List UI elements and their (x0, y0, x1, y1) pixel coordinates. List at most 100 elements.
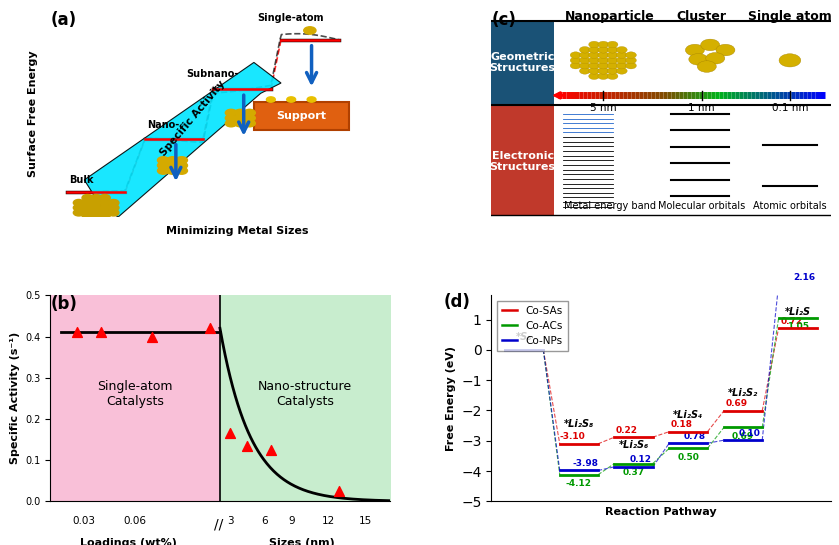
Circle shape (626, 52, 637, 58)
Text: Nanoparticle: Nanoparticle (565, 10, 655, 22)
Text: 0.50: 0.50 (677, 452, 699, 462)
Text: Sizes (nm): Sizes (nm) (268, 538, 334, 545)
Point (332, 487, 346, 495)
Text: 1 nm: 1 nm (688, 102, 715, 113)
Text: Subnano-: Subnano- (186, 69, 238, 79)
Circle shape (176, 157, 187, 164)
Text: 3: 3 (227, 516, 233, 526)
Circle shape (244, 114, 255, 122)
Text: Nano-: Nano- (147, 120, 180, 130)
Bar (492, 21, 554, 105)
Text: *Li₂S₆: *Li₂S₆ (618, 440, 649, 450)
Circle shape (598, 46, 609, 53)
Circle shape (607, 68, 618, 74)
Text: (b): (b) (50, 295, 77, 313)
Text: -3.10: -3.10 (560, 432, 586, 441)
Text: //: // (214, 518, 223, 532)
Text: Support: Support (276, 111, 326, 121)
Circle shape (617, 62, 628, 69)
Circle shape (607, 57, 618, 64)
Circle shape (580, 46, 591, 53)
Text: *Li₂S₈: *Li₂S₈ (564, 419, 594, 429)
Circle shape (571, 52, 581, 58)
Text: 0.03: 0.03 (73, 516, 96, 526)
Circle shape (108, 209, 119, 216)
Circle shape (235, 120, 246, 127)
Text: Single-atom: Single-atom (258, 13, 324, 23)
X-axis label: Reaction Pathway: Reaction Pathway (605, 507, 717, 517)
Text: Specific Activity: Specific Activity (159, 78, 227, 158)
Circle shape (607, 62, 618, 69)
Circle shape (617, 57, 628, 64)
Circle shape (158, 167, 169, 174)
Circle shape (589, 46, 600, 53)
Point (203, 324, 216, 332)
Circle shape (706, 52, 725, 64)
Text: 0.69: 0.69 (732, 432, 754, 441)
Bar (492, 105, 554, 215)
Point (95, 328, 108, 337)
Circle shape (617, 52, 628, 58)
Y-axis label: Specific Activity (s⁻¹): Specific Activity (s⁻¹) (10, 332, 19, 464)
Circle shape (82, 209, 93, 216)
Circle shape (226, 114, 237, 122)
Circle shape (607, 52, 618, 58)
Circle shape (716, 44, 735, 56)
Circle shape (167, 162, 178, 169)
Circle shape (580, 52, 591, 58)
Circle shape (73, 199, 84, 206)
Circle shape (99, 199, 110, 206)
Circle shape (82, 199, 93, 206)
Text: Nano-structure
Catalysts: Nano-structure Catalysts (258, 380, 352, 408)
Circle shape (108, 199, 119, 206)
Circle shape (617, 46, 628, 53)
Circle shape (589, 41, 600, 48)
Circle shape (99, 204, 110, 211)
Text: Bulk: Bulk (69, 175, 93, 185)
Text: 2.16: 2.16 (794, 273, 816, 282)
Circle shape (91, 195, 102, 201)
Circle shape (598, 41, 609, 48)
Circle shape (626, 62, 637, 69)
Circle shape (244, 120, 255, 127)
Circle shape (589, 57, 600, 64)
Circle shape (235, 110, 246, 116)
Circle shape (91, 199, 102, 206)
Circle shape (158, 157, 169, 164)
Polygon shape (84, 63, 281, 217)
Circle shape (287, 97, 295, 102)
Text: (d): (d) (444, 293, 471, 311)
Circle shape (99, 209, 110, 216)
Point (70, 328, 84, 337)
Circle shape (598, 57, 609, 64)
Circle shape (73, 209, 84, 216)
Text: 0.72: 0.72 (780, 317, 802, 325)
Circle shape (235, 114, 246, 122)
Text: 5 nm: 5 nm (590, 102, 617, 113)
Circle shape (176, 162, 187, 169)
Text: 15: 15 (359, 516, 373, 526)
Text: 0.06: 0.06 (123, 516, 147, 526)
Circle shape (91, 204, 102, 211)
Point (264, 445, 278, 454)
Circle shape (91, 214, 102, 221)
Circle shape (598, 52, 609, 58)
Circle shape (689, 53, 708, 65)
Text: *Li₂S₂: *Li₂S₂ (728, 389, 758, 398)
Circle shape (82, 195, 93, 201)
Circle shape (617, 68, 628, 74)
Circle shape (304, 27, 316, 34)
Text: Loadings (wt%): Loadings (wt%) (80, 538, 177, 545)
Circle shape (701, 39, 720, 51)
Circle shape (571, 62, 581, 69)
Text: *Li₂S: *Li₂S (784, 306, 810, 317)
Text: 1.05: 1.05 (787, 322, 809, 331)
Circle shape (267, 97, 275, 102)
Text: *Li₂S₄: *Li₂S₄ (673, 410, 703, 420)
Circle shape (158, 162, 169, 169)
Text: *S₈: *S₈ (516, 332, 533, 342)
Circle shape (580, 68, 591, 74)
Circle shape (580, 57, 591, 64)
Circle shape (571, 57, 581, 64)
Circle shape (167, 157, 178, 164)
